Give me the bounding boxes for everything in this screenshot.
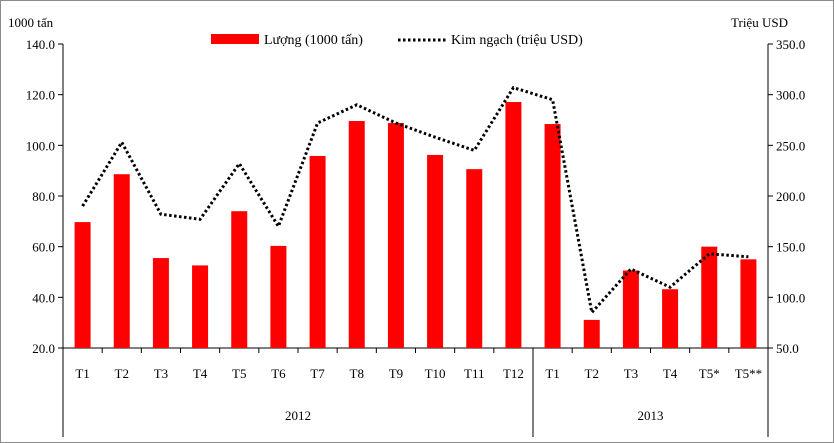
left-tick-label: 60.0 — [32, 240, 55, 255]
bar — [427, 154, 444, 348]
left-tick-label: 20.0 — [32, 341, 55, 356]
left-tick-label: 140.0 — [26, 37, 55, 52]
category-label: T1 — [75, 366, 89, 381]
bar — [740, 259, 757, 348]
bar-series — [74, 102, 757, 348]
category-label: T5* — [699, 366, 720, 381]
legend-swatch-bars — [211, 34, 259, 44]
bar — [270, 245, 287, 348]
category-label: T3 — [154, 366, 168, 381]
left-tick-label: 80.0 — [32, 189, 55, 204]
bar — [74, 222, 91, 348]
right-tick-label: 350.0 — [776, 37, 805, 52]
line-series — [81, 85, 749, 316]
category-label: T10 — [425, 366, 446, 381]
right-tick-label: 200.0 — [776, 189, 805, 204]
category-label: T7 — [310, 366, 325, 381]
category-label: T5** — [735, 366, 762, 381]
right-tick-label: 100.0 — [776, 290, 805, 305]
left-axis-unit: 1000 tấn — [8, 15, 54, 30]
bar — [701, 246, 718, 348]
category-label: T2 — [585, 366, 599, 381]
category-label: T6 — [271, 366, 286, 381]
right-tick-label: 250.0 — [776, 138, 805, 153]
axis-labels: 20.0 40.0 60.0 80.0 100.0 120.0 140.0 50.0 100.0… — [26, 37, 806, 423]
category-label: T2 — [115, 366, 129, 381]
left-tick-label: 100.0 — [26, 138, 55, 153]
category-label: T4 — [193, 366, 208, 381]
bar — [113, 174, 130, 348]
bar — [152, 258, 169, 348]
value-line — [81, 85, 749, 316]
legend-label-bars: Lượng (1000 tấn) — [264, 33, 363, 48]
right-axis-unit: Triệu USD — [731, 15, 788, 30]
bar — [662, 289, 679, 348]
category-label: T11 — [464, 366, 484, 381]
bar — [348, 121, 365, 348]
bar — [544, 124, 561, 348]
bar — [192, 265, 209, 348]
bar — [583, 319, 600, 348]
legend-label-line: Kim ngạch (triệu USD) — [451, 33, 583, 48]
right-tick-label: 50.0 — [776, 341, 799, 356]
group-label: 2013 — [638, 408, 664, 423]
group-label: 2012 — [285, 408, 311, 423]
category-label: T3 — [624, 366, 638, 381]
bar — [622, 270, 639, 348]
category-label: T5 — [232, 366, 246, 381]
category-label: T12 — [503, 366, 524, 381]
category-label: T1 — [545, 366, 559, 381]
category-label: T9 — [389, 366, 403, 381]
bar — [505, 102, 522, 348]
bar — [466, 169, 483, 348]
left-tick-label: 120.0 — [26, 88, 55, 103]
category-label: T8 — [350, 366, 364, 381]
axes — [58, 43, 773, 437]
bar — [387, 123, 404, 348]
right-tick-label: 150.0 — [776, 240, 805, 255]
left-tick-label: 40.0 — [32, 290, 55, 305]
bar — [231, 211, 248, 348]
bar — [309, 155, 326, 348]
category-label: T4 — [663, 366, 678, 381]
legend: Lượng (1000 tấn) Kim ngạch (triệu USD) — [211, 33, 583, 48]
right-tick-label: 300.0 — [776, 88, 805, 103]
